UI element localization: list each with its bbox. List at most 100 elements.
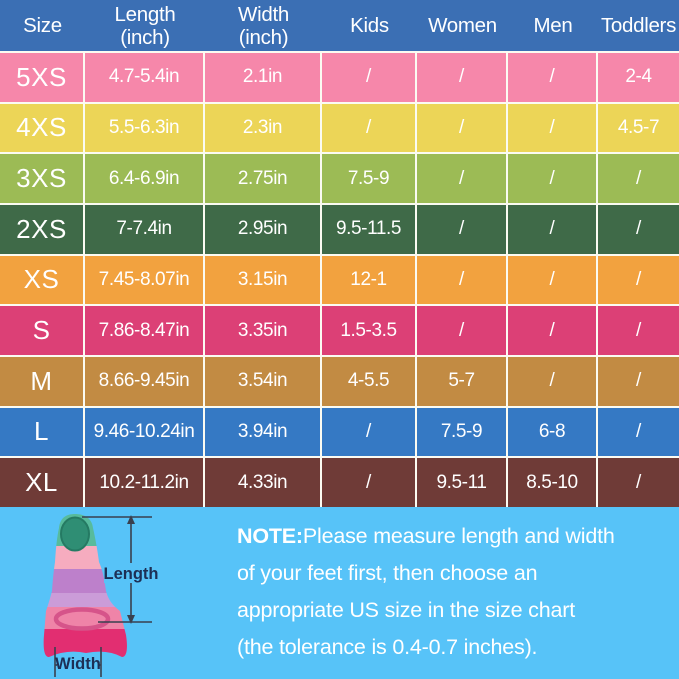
kids-cell: / [322, 53, 417, 102]
width-cell: 3.15in [205, 255, 322, 305]
kids-cell: 9.5-11.5 [322, 205, 417, 254]
fin-toe-opening [60, 516, 90, 552]
size-label-cell: XL [0, 458, 85, 507]
size-label-cell: L [0, 407, 85, 457]
size-label-cell: XS [0, 255, 85, 305]
men-cell: / [508, 154, 598, 203]
toddlers-cell: / [636, 471, 641, 493]
women-cell: 7.5-9 [417, 407, 508, 457]
men-cell: 8.5-10 [508, 458, 598, 507]
note-line: (the tolerance is 0.4-0.7 inches). [237, 635, 538, 659]
width-cell: 3.94in [205, 407, 322, 457]
length-label: Length [104, 565, 159, 583]
men-cell: / [508, 53, 598, 102]
table-row-xs: XS 7.45-8.07in 3.15in 12-1 / / / [0, 253, 679, 305]
women-cell: / [417, 103, 508, 153]
size-label-cell: 3XS [0, 154, 85, 203]
column-header-women: Women [428, 14, 497, 37]
column-header-length: Length (inch) [114, 2, 176, 49]
table-row-l: L 9.46-10.24in 3.94in / 7.5-9 6-8 / [0, 405, 679, 457]
women-cell: / [417, 53, 508, 102]
column-header-men: Men [533, 14, 573, 37]
column-header-toddlers: Toddlers [600, 14, 677, 37]
width-cell: 3.35in [205, 306, 322, 355]
women-cell: / [417, 154, 508, 203]
kids-cell: / [322, 407, 417, 457]
fin-measurement-diagram: Length Width [43, 514, 159, 677]
women-cell: / [417, 255, 508, 305]
width-cell: 2.75in [205, 154, 322, 203]
table-header-row: Size Length (inch) Width (inch) Kids Wom… [0, 0, 679, 51]
kids-cell: 12-1 [322, 255, 417, 305]
table-row-3xs: 3XS 6.4-6.9in 2.75in 7.5-9 / / / [0, 152, 679, 203]
table-row-s: S 7.86-8.47in 3.35in 1.5-3.5 / / / [0, 304, 679, 355]
length-cell: 10.2-11.2in [85, 458, 205, 507]
note-text: NOTE:Please measure length and width of … [237, 518, 667, 666]
width-cell: 4.33in [205, 458, 322, 507]
size-label-cell: 4XS [0, 103, 85, 153]
kids-cell: 4-5.5 [322, 357, 417, 406]
table-row-5xs: 5XS 4.7-5.4in 2.1in / / / 2-4 [0, 51, 679, 102]
length-cell: 8.66-9.45in [85, 357, 205, 406]
women-cell: 5-7 [417, 357, 508, 406]
fin-band-magenta [43, 629, 127, 657]
men-cell: / [508, 255, 598, 305]
table-row-xl: XL 10.2-11.2in 4.33in / 9.5-11 8.5-10 / [0, 456, 679, 507]
note-line: of your feet first, then choose an [237, 561, 538, 585]
length-label-plate [104, 563, 158, 583]
length-cell: 4.7-5.4in [85, 53, 205, 102]
toddlers-cell: 2-4 [625, 66, 652, 88]
women-cell: / [417, 205, 508, 254]
women-cell: / [417, 306, 508, 355]
length-dimension: Length [82, 515, 159, 624]
toddlers-cell: 4.5-7 [617, 116, 660, 138]
arrow-up-icon [127, 515, 135, 524]
width-cell: 2.95in [205, 205, 322, 254]
length-cell: 9.46-10.24in [85, 407, 205, 457]
men-cell: / [508, 103, 598, 153]
note-line-text: Please measure length and width [302, 524, 615, 548]
note-label: NOTE: [237, 524, 303, 548]
width-label: Width [55, 655, 101, 673]
fin-heel-strap [53, 607, 111, 631]
size-label-cell: S [0, 306, 85, 355]
toddlers-cell: / [636, 167, 641, 189]
kids-cell: / [322, 458, 417, 507]
men-cell: / [508, 205, 598, 254]
length-cell: 6.4-6.9in [85, 154, 205, 203]
size-chart-table: Size Length (inch) Width (inch) Kids Wom… [0, 0, 679, 507]
length-cell: 7.45-8.07in [85, 255, 205, 305]
footer-section: Length Width NOTE:Please measure length … [0, 507, 679, 679]
size-label-cell: 2XS [0, 205, 85, 254]
length-cell: 5.5-6.3in [85, 103, 205, 153]
toddlers-cell: / [636, 319, 641, 341]
table-row-4xs: 4XS 5.5-6.3in 2.3in / / / 4.5-7 [0, 101, 679, 153]
women-cell: 9.5-11 [417, 458, 508, 507]
kids-cell: 7.5-9 [322, 154, 417, 203]
width-cell: 2.1in [205, 53, 322, 102]
width-cell: 3.54in [205, 357, 322, 406]
size-label-cell: 5XS [0, 53, 85, 102]
table-row-2xs: 2XS 7-7.4in 2.95in 9.5-11.5 / / / [0, 203, 679, 254]
length-cell: 7-7.4in [85, 205, 205, 254]
toddlers-cell: / [636, 370, 641, 392]
men-cell: / [508, 357, 598, 406]
width-dimension: Width [54, 647, 102, 677]
column-header-kids: Kids [350, 14, 389, 37]
kids-cell: / [322, 103, 417, 153]
width-label-plate [57, 655, 99, 674]
note-line: NOTE:Please measure length and width [237, 518, 667, 555]
column-header-size: Size [23, 14, 62, 37]
toddlers-cell: / [636, 218, 641, 240]
table-row-m: M 8.66-9.45in 3.54in 4-5.5 5-7 / / [0, 355, 679, 406]
toddlers-cell: / [636, 268, 641, 290]
men-cell: / [508, 306, 598, 355]
kids-cell: 1.5-3.5 [322, 306, 417, 355]
note-line: appropriate US size in the size chart [237, 598, 575, 622]
men-cell: 6-8 [508, 407, 598, 457]
length-cell: 7.86-8.47in [85, 306, 205, 355]
fin-band-violet [43, 593, 127, 607]
arrow-down-icon [127, 615, 135, 624]
column-header-width: Width (inch) [238, 2, 289, 49]
